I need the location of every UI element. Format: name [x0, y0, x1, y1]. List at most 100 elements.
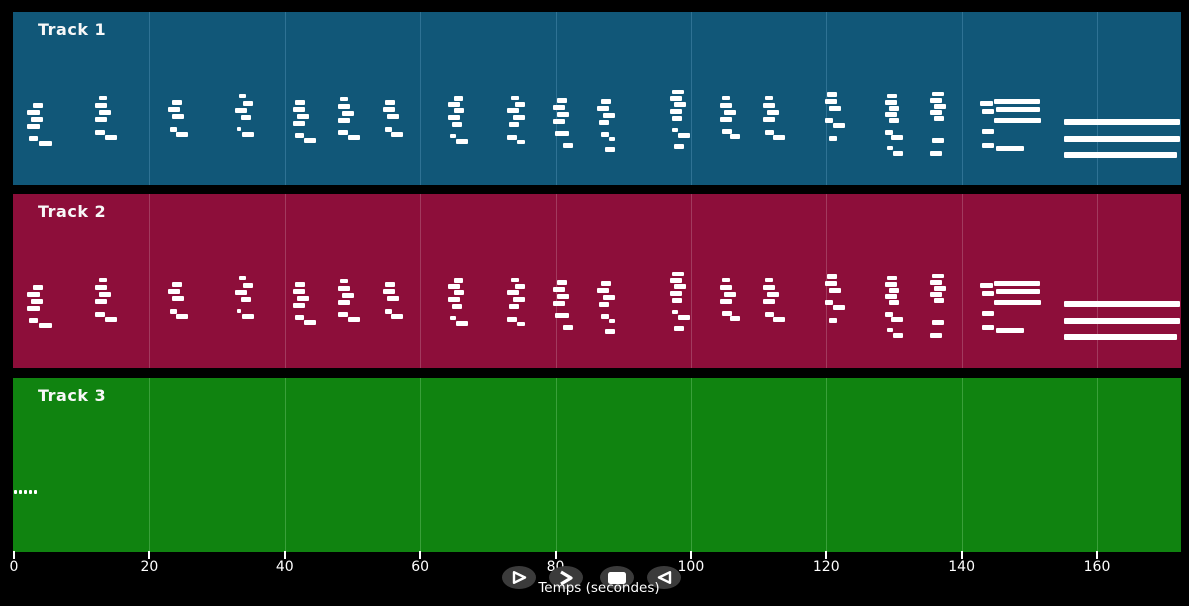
track-title: Track 3: [38, 386, 107, 405]
note: [930, 280, 942, 285]
note: [239, 276, 246, 280]
note: [454, 96, 463, 101]
note: [982, 143, 994, 148]
note: [557, 98, 567, 103]
gridline: [420, 378, 422, 552]
note: [670, 109, 682, 114]
play-button[interactable]: [502, 566, 536, 589]
axis-tick-mark: [13, 551, 15, 559]
note: [670, 278, 682, 283]
note: [95, 130, 105, 135]
axis-tick-mark: [825, 551, 828, 559]
gridline: [1097, 378, 1098, 552]
stop-button[interactable]: [600, 566, 634, 589]
gridline: [690, 378, 692, 552]
note: [932, 92, 944, 96]
note: [450, 134, 456, 138]
note: [930, 110, 942, 115]
note: [515, 102, 525, 107]
note: [825, 99, 837, 104]
note: [763, 299, 775, 304]
axis-tick-label: 60: [411, 559, 430, 575]
gridline: [961, 12, 963, 185]
note: [99, 110, 111, 115]
note: [99, 292, 111, 297]
rewind-button[interactable]: [647, 566, 681, 589]
note: [172, 114, 184, 119]
note: [33, 103, 43, 108]
gridline: [420, 12, 422, 185]
note: [601, 314, 609, 319]
note: [765, 278, 773, 282]
note: [348, 317, 360, 322]
note: [601, 99, 611, 104]
note: [674, 284, 686, 289]
triangle-left-icon: [657, 571, 671, 584]
note: [597, 106, 609, 111]
note: [893, 151, 903, 156]
fast-forward-button[interactable]: [549, 566, 583, 589]
note: [511, 96, 519, 100]
note: [304, 320, 316, 325]
note: [553, 301, 565, 306]
note: [672, 116, 682, 121]
note: [456, 139, 468, 144]
note: [348, 135, 360, 140]
note: [672, 128, 678, 132]
gridline: [1097, 194, 1098, 368]
note: [295, 315, 304, 320]
note: [730, 316, 740, 321]
note: [563, 325, 573, 330]
note: [889, 288, 899, 293]
note: [293, 107, 305, 112]
stop-square-icon: [608, 571, 626, 584]
note: [338, 286, 350, 291]
note: [563, 143, 573, 148]
note: [720, 299, 732, 304]
note: [885, 130, 893, 135]
note: [887, 276, 897, 280]
gridline: [961, 378, 963, 552]
note: [448, 115, 460, 120]
note: [765, 312, 774, 317]
note: [934, 116, 944, 121]
note: [105, 317, 117, 322]
note: [385, 309, 392, 314]
note: [340, 279, 348, 283]
note: [605, 329, 615, 334]
note: [555, 313, 569, 318]
note: [29, 318, 38, 323]
note: [340, 97, 348, 101]
note: [932, 138, 944, 143]
note: [980, 101, 993, 106]
note: [24, 490, 27, 494]
note: [887, 328, 893, 332]
note: [242, 314, 254, 319]
note: [456, 321, 468, 326]
axis-tick-mark: [554, 551, 557, 559]
note: [829, 288, 841, 293]
note: [1064, 136, 1180, 142]
note: [509, 304, 519, 309]
note: [517, 322, 525, 326]
note: [448, 297, 460, 302]
note: [599, 302, 609, 307]
note: [176, 132, 188, 137]
note: [994, 281, 1040, 286]
axis-label: Temps (secondes): [538, 580, 660, 596]
note: [889, 118, 899, 123]
note: [553, 119, 565, 124]
axis-tick-label: 20: [140, 559, 159, 575]
axis-tick-mark: [148, 551, 151, 559]
note: [387, 114, 399, 119]
note: [724, 292, 736, 297]
gridline: [690, 12, 692, 185]
note: [930, 98, 942, 103]
note: [31, 299, 43, 304]
axis-tick-label: 120: [812, 559, 840, 575]
note: [172, 100, 182, 105]
note: [176, 314, 188, 319]
note: [724, 110, 736, 115]
note: [507, 135, 517, 140]
